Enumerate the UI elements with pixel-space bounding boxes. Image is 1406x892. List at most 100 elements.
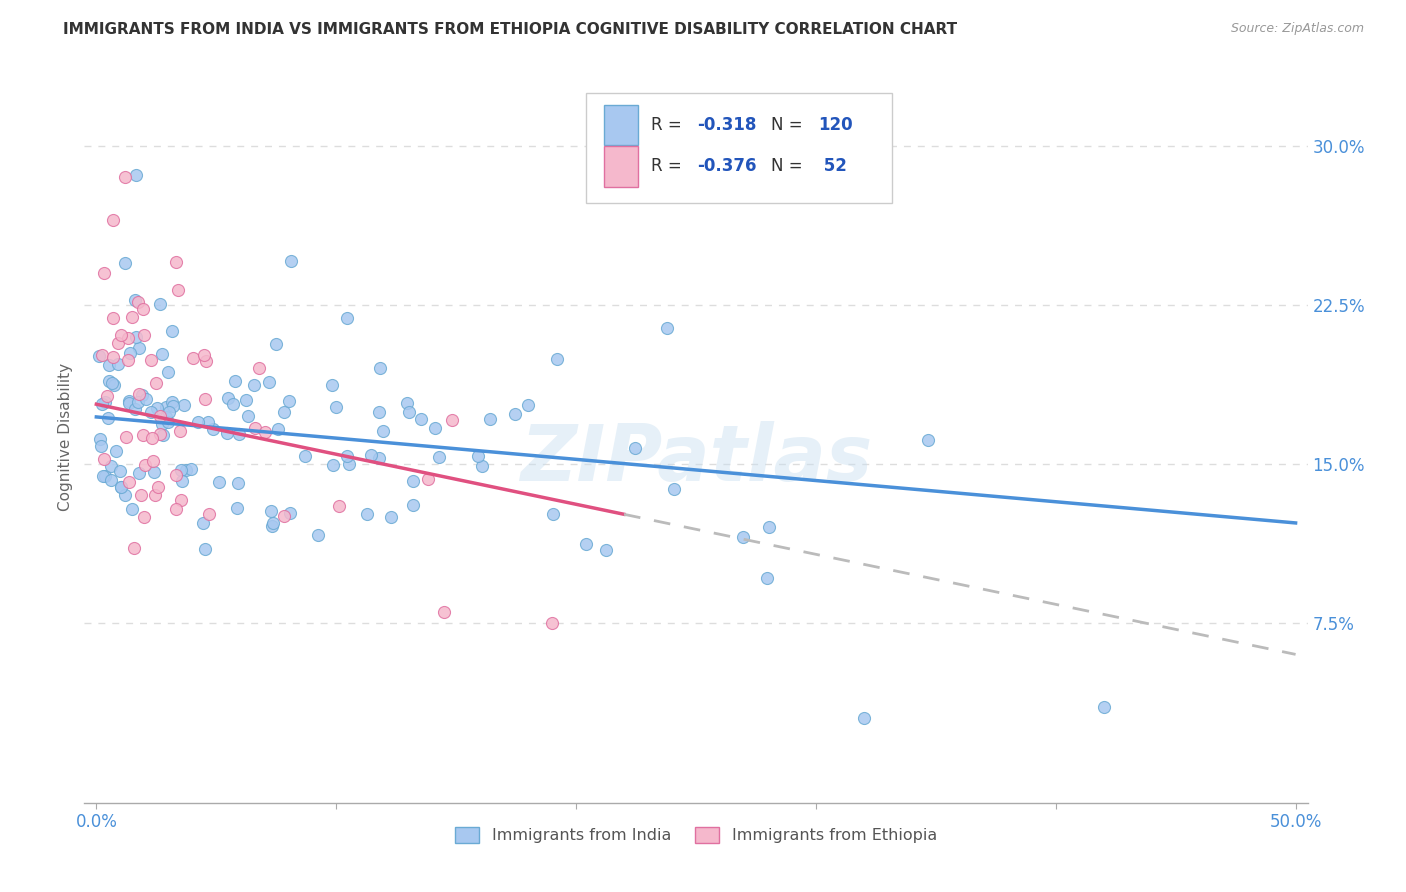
Point [110,480,132,494]
Point [238,409,260,423]
Point [145,376,167,390]
Point [132,302,155,317]
Point [141,431,163,445]
Point [124,402,146,417]
Point [202,422,225,436]
Point [97,410,120,425]
Point [165,468,187,483]
Point [228,427,250,442]
Point [322,458,344,472]
Point [852,711,875,725]
Point [132,428,155,442]
Text: R =: R = [651,116,686,134]
Point [167,283,190,297]
Point [117,331,139,345]
Point [471,458,494,473]
Point [91,469,114,483]
Point [371,424,394,438]
Point [118,394,141,409]
Point [128,387,150,401]
Point [325,401,347,415]
Point [541,615,564,630]
Point [733,530,755,544]
Point [193,516,215,530]
Point [96,389,118,403]
Point [146,401,169,415]
Text: N =: N = [770,116,807,134]
Point [433,605,456,619]
Point [152,428,174,442]
Point [143,488,166,502]
FancyBboxPatch shape [605,104,638,145]
Point [193,392,215,407]
Text: N =: N = [770,158,807,176]
Y-axis label: Cognitive Disability: Cognitive Disability [58,363,73,511]
Point [235,393,257,408]
Point [546,352,568,367]
Point [114,170,136,185]
Text: 52: 52 [818,158,848,176]
Point [110,480,132,494]
Point [170,492,193,507]
Point [125,169,148,183]
Point [226,476,249,491]
Point [194,354,217,368]
Text: IMMIGRANTS FROM INDIA VS IMMIGRANTS FROM ETHIOPIA COGNITIVE DISABILITY CORRELATI: IMMIGRANTS FROM INDIA VS IMMIGRANTS FROM… [63,22,957,37]
Point [150,347,173,361]
Point [90,348,112,362]
Point [121,502,143,516]
Point [141,405,163,419]
Point [160,394,183,409]
Text: R =: R = [651,158,686,176]
Point [517,398,540,412]
Point [118,396,141,410]
Point [181,351,204,366]
Point [262,516,284,530]
Point [479,412,502,426]
Point [194,541,217,556]
Point [917,434,939,448]
Point [503,407,526,421]
Point [427,450,450,465]
Point [131,488,153,502]
Point [114,256,136,270]
Point [280,254,302,268]
Point [595,542,617,557]
Point [217,392,239,406]
Point [156,416,179,430]
Point [368,450,391,465]
Legend: Immigrants from India, Immigrants from Ethiopia: Immigrants from India, Immigrants from E… [449,821,943,850]
Point [1092,700,1115,714]
Point [149,426,172,441]
Text: Source: ZipAtlas.com: Source: ZipAtlas.com [1230,22,1364,36]
Point [149,297,172,311]
Point [94,468,117,483]
Point [193,348,215,362]
Point [108,464,131,478]
Point [114,429,136,443]
Point [197,508,219,522]
Point [103,310,125,325]
Point [105,443,128,458]
Point [273,509,295,524]
Point [254,425,277,439]
Point [118,475,141,489]
Point [273,405,295,419]
Point [89,432,111,446]
Point [91,397,114,411]
Point [187,415,209,429]
Point [160,324,183,338]
Point [360,449,382,463]
Point [127,394,149,409]
Point [221,397,243,411]
Point [121,310,143,325]
Point [398,405,420,419]
Point [141,353,163,368]
Point [243,378,266,392]
Point [245,421,267,435]
Point [180,461,202,475]
Point [441,413,464,427]
Point [110,327,132,342]
Point [249,361,271,376]
Point [98,374,121,388]
